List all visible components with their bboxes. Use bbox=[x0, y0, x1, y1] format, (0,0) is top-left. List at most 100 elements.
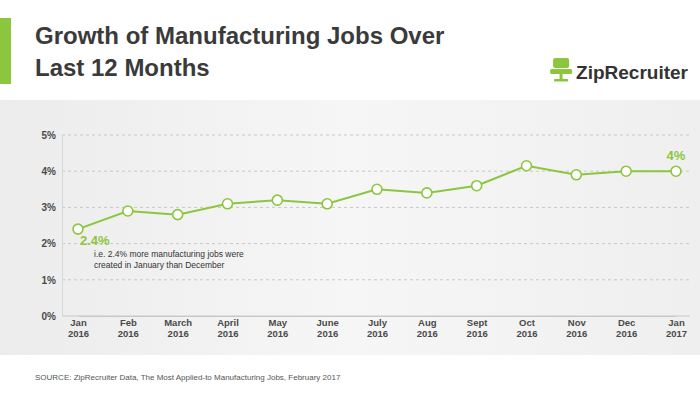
text-line: 2016 bbox=[467, 328, 488, 339]
logo-icon-part bbox=[560, 74, 563, 79]
y-tick: 2% bbox=[42, 238, 62, 249]
y-tick: 1% bbox=[42, 275, 62, 286]
logo-icon-part bbox=[553, 58, 569, 68]
x-tick-label: April2016 bbox=[217, 317, 239, 339]
x-tick-label: Jan2017 bbox=[666, 317, 687, 339]
title-accent bbox=[0, 18, 11, 84]
x-tick: Dec2016 bbox=[616, 316, 637, 339]
text-line: 2016 bbox=[267, 328, 288, 339]
text-line: Last 12 Months bbox=[35, 54, 210, 81]
text-line: Nov bbox=[568, 317, 587, 328]
x-tick-label: July2016 bbox=[367, 317, 388, 339]
logo-icon-part bbox=[550, 69, 572, 74]
chart: Growth of Manufacturing Jobs Over Last 12… bbox=[0, 0, 700, 394]
x-axis: Jan2016Feb2016March2016April2016May2016J… bbox=[68, 316, 687, 339]
data-label: 4% bbox=[667, 148, 686, 163]
text-line: Growth of Manufacturing Jobs Over bbox=[35, 22, 444, 49]
text-line: 2016 bbox=[168, 328, 189, 339]
point bbox=[671, 166, 681, 176]
background bbox=[0, 0, 700, 394]
x-tick: April2016 bbox=[217, 316, 239, 339]
data-label: 2.4% bbox=[80, 233, 110, 248]
text-line: 2016 bbox=[417, 328, 438, 339]
text-line: 2016 bbox=[516, 328, 537, 339]
text-line: March bbox=[164, 317, 192, 328]
x-tick-label: Sept2016 bbox=[467, 317, 489, 339]
data-labels: 2.4% 4% bbox=[80, 148, 686, 248]
grid-line bbox=[62, 279, 690, 280]
y-tick-label: 1% bbox=[42, 275, 57, 286]
text-line: Jan bbox=[70, 317, 87, 328]
x-tick-label: Nov2016 bbox=[566, 317, 587, 339]
source: SOURCE: ZipRecruiter Data, The Most Appl… bbox=[35, 373, 341, 382]
x-tick: May2016 bbox=[267, 316, 288, 339]
point bbox=[173, 210, 183, 220]
point bbox=[522, 161, 532, 171]
text-line: April bbox=[217, 317, 239, 328]
y-tick: 0% bbox=[42, 311, 62, 322]
grid bbox=[62, 135, 690, 316]
text-line: i.e. 2.4% more manufacturing jobs were bbox=[94, 249, 244, 259]
point bbox=[571, 170, 581, 180]
y-tick-label: 0% bbox=[42, 311, 57, 322]
x-tick: Aug2016 bbox=[417, 316, 438, 339]
y-axis-line bbox=[62, 136, 63, 317]
x-tick-label: June2016 bbox=[317, 317, 339, 339]
text-line: 2016 bbox=[616, 328, 637, 339]
x-tick: Oct2016 bbox=[516, 316, 537, 339]
x-tick-label: Aug2016 bbox=[417, 317, 438, 339]
grid-line bbox=[62, 135, 690, 136]
plot bbox=[73, 161, 681, 234]
text-line: Feb bbox=[120, 317, 137, 328]
x-tick-label: Jan2016 bbox=[68, 317, 89, 339]
text-line: May bbox=[269, 317, 288, 328]
text-line: 2016 bbox=[367, 328, 388, 339]
point bbox=[472, 181, 482, 191]
grid-line bbox=[62, 207, 690, 208]
x-tick: March2016 bbox=[164, 316, 192, 339]
x-tick: Nov2016 bbox=[566, 316, 587, 339]
text-line: created in January than December bbox=[94, 260, 225, 270]
point bbox=[372, 184, 382, 194]
y-tick: 4% bbox=[42, 166, 62, 177]
y-tick: 5% bbox=[42, 130, 62, 141]
point bbox=[322, 199, 332, 209]
y-tick-label: 4% bbox=[42, 166, 57, 177]
x-tick: Jan2017 bbox=[666, 316, 687, 339]
y-tick-label: 2% bbox=[42, 238, 57, 249]
y-axis: 0% 1% 2% 3% 4% 5% bbox=[42, 130, 63, 322]
grid-line bbox=[62, 243, 690, 244]
point bbox=[272, 195, 282, 205]
background-band bbox=[0, 100, 700, 355]
point bbox=[621, 166, 631, 176]
logo-icon bbox=[550, 58, 572, 82]
text-line: Aug bbox=[418, 317, 437, 328]
annotation: i.e. 2.4% more manufacturing jobs werecr… bbox=[94, 249, 244, 270]
text-line: June bbox=[317, 317, 339, 328]
text-line: 2016 bbox=[317, 328, 338, 339]
text-line: Dec bbox=[618, 317, 635, 328]
point bbox=[422, 188, 432, 198]
text-line: Sept bbox=[467, 317, 488, 328]
logo: ZipRecruiter bbox=[576, 62, 689, 83]
y-tick-label: 3% bbox=[42, 202, 57, 213]
x-tick: June2016 bbox=[317, 316, 339, 339]
point bbox=[123, 206, 133, 216]
x-tick: Jan2016 bbox=[68, 316, 89, 339]
text-line: Jan bbox=[668, 317, 685, 328]
x-tick-label: March2016 bbox=[164, 317, 192, 339]
x-tick-label: Feb2016 bbox=[118, 317, 139, 339]
text-line: 2016 bbox=[68, 328, 89, 339]
logo-icon-part bbox=[554, 79, 568, 82]
x-tick: Sept2016 bbox=[467, 316, 489, 339]
text-line: July bbox=[368, 317, 388, 328]
title: Growth of Manufacturing Jobs Over Last 12… bbox=[35, 22, 444, 81]
text-line: Oct bbox=[519, 317, 536, 328]
grid-line bbox=[62, 171, 690, 172]
text-line: 2016 bbox=[118, 328, 139, 339]
x-tick-label: May2016 bbox=[267, 317, 288, 339]
x-tick-label: Oct2016 bbox=[516, 317, 537, 339]
x-tick-label: Dec2016 bbox=[616, 317, 637, 339]
x-tick: July2016 bbox=[367, 316, 388, 339]
text-line: 2017 bbox=[666, 328, 687, 339]
